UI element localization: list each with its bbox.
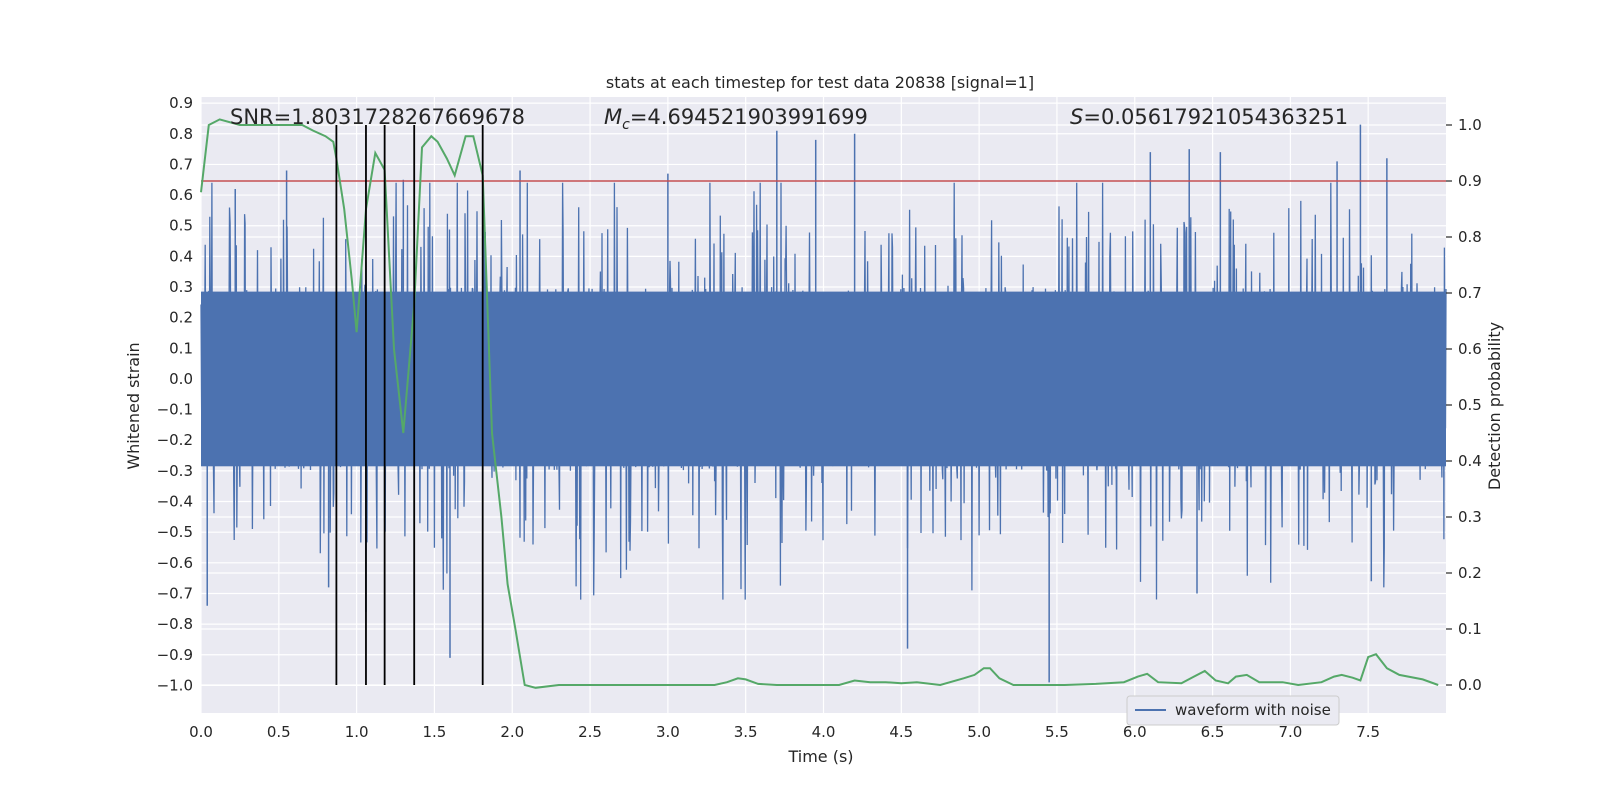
y-left-tick-label: 0.8: [169, 125, 193, 143]
y-left-tick-label: 0.9: [169, 94, 193, 112]
chirp-mass-subscript: c: [622, 117, 630, 133]
y-left-tick-label: −0.8: [157, 615, 193, 633]
y-left-tick-label: −0.9: [157, 646, 193, 664]
x-tick-label: 6.5: [1201, 723, 1225, 741]
x-tick-label: 1.0: [345, 723, 369, 741]
s-value: =0.05617921054363251: [1083, 105, 1348, 129]
y-left-tick-label: 0.3: [169, 278, 193, 296]
y-left-tick-label: −0.7: [157, 584, 193, 602]
x-tick-label: 4.5: [889, 723, 913, 741]
y-left-tick-label: −0.4: [157, 493, 193, 511]
y-left-tick-label: 0.4: [169, 247, 193, 265]
x-tick-label: 2.0: [500, 723, 524, 741]
x-tick-label: 3.5: [734, 723, 758, 741]
y-left-tick-label: −0.5: [157, 523, 193, 541]
y-right-axis-ticks: 1.0 0.9 0.8 0.7 0.6 0.5 0.4 0.3 0.2 0.1 0.0: [1446, 116, 1482, 694]
y-left-tick-label: 0.6: [169, 186, 193, 204]
x-tick-label: 6.0: [1123, 723, 1147, 741]
x-tick-label: 4.0: [812, 723, 836, 741]
legend-label: waveform with noise: [1175, 701, 1331, 719]
x-tick-label: 0.0: [189, 723, 213, 741]
waveform-noise-core: [201, 291, 1446, 467]
x-tick-label: 2.5: [578, 723, 602, 741]
s-annotation: S=0.05617921054363251: [1070, 105, 1348, 129]
x-tick-label: 0.5: [267, 723, 291, 741]
y-right-tick-label: 0.2: [1458, 564, 1482, 582]
y-right-tick-label: 0.9: [1458, 172, 1482, 190]
y-left-tick-label: −0.2: [157, 431, 193, 449]
y-left-tick-label: −0.3: [157, 462, 193, 480]
x-tick-label: 1.5: [423, 723, 447, 741]
y-right-axis-label: Detection probability: [1485, 322, 1504, 490]
chart-title: stats at each timestep for test data 208…: [606, 73, 1034, 92]
x-tick-label: 3.0: [656, 723, 680, 741]
legend: waveform with noise: [1126, 695, 1340, 726]
y-left-tick-label: 0.1: [169, 339, 193, 357]
y-left-tick-label: 0.0: [169, 370, 193, 388]
chirp-mass-symbol: M: [604, 105, 622, 129]
plot-area: [200, 118, 1447, 689]
x-tick-label: 7.0: [1278, 723, 1302, 741]
x-axis-ticks: 0.0 0.5 1.0 1.5 2.0 2.5 3.0 3.5 4.0 4.5 5.0 5.5 6.0 6…: [189, 723, 1380, 741]
y-left-tick-label: 0.7: [169, 155, 193, 173]
y-right-tick-label: 0.6: [1458, 340, 1482, 358]
y-right-tick-label: 0.4: [1458, 452, 1482, 470]
detection-probability-line: [200, 118, 1439, 689]
y-left-tick-label: −0.6: [157, 554, 193, 572]
x-axis-label: Time (s): [787, 747, 853, 766]
y-left-axis-ticks: 0.9 0.8 0.7 0.6 0.5 0.4 0.3 0.2 0.1 0.0 −0.1 −0.2 −0…: [157, 94, 193, 694]
y-right-tick-label: 0.3: [1458, 508, 1482, 526]
y-right-tick-label: 0.0: [1458, 676, 1482, 694]
chirp-mass-value: =4.694521903991699: [630, 105, 868, 129]
y-right-tick-label: 0.1: [1458, 620, 1482, 638]
y-left-tick-label: 0.2: [169, 309, 193, 327]
x-tick-label: 5.5: [1045, 723, 1069, 741]
y-left-axis-label: Whitened strain: [124, 342, 143, 469]
y-left-tick-label: −1.0: [157, 676, 193, 694]
x-tick-label: 7.5: [1356, 723, 1380, 741]
y-right-tick-label: 1.0: [1458, 116, 1482, 134]
snr-annotation: SNR=1.8031728267669678: [230, 105, 525, 129]
y-left-tick-label: −0.1: [157, 401, 193, 419]
chirp-mass-annotation: Mc=4.694521903991699: [604, 105, 868, 133]
legend-box: [1126, 695, 1340, 726]
x-tick-label: 5.0: [967, 723, 991, 741]
y-right-tick-label: 0.7: [1458, 284, 1482, 302]
y-right-tick-label: 0.5: [1458, 396, 1482, 414]
y-left-tick-label: 0.5: [169, 217, 193, 235]
y-right-tick-label: 0.8: [1458, 228, 1482, 246]
s-symbol: S: [1070, 105, 1083, 129]
